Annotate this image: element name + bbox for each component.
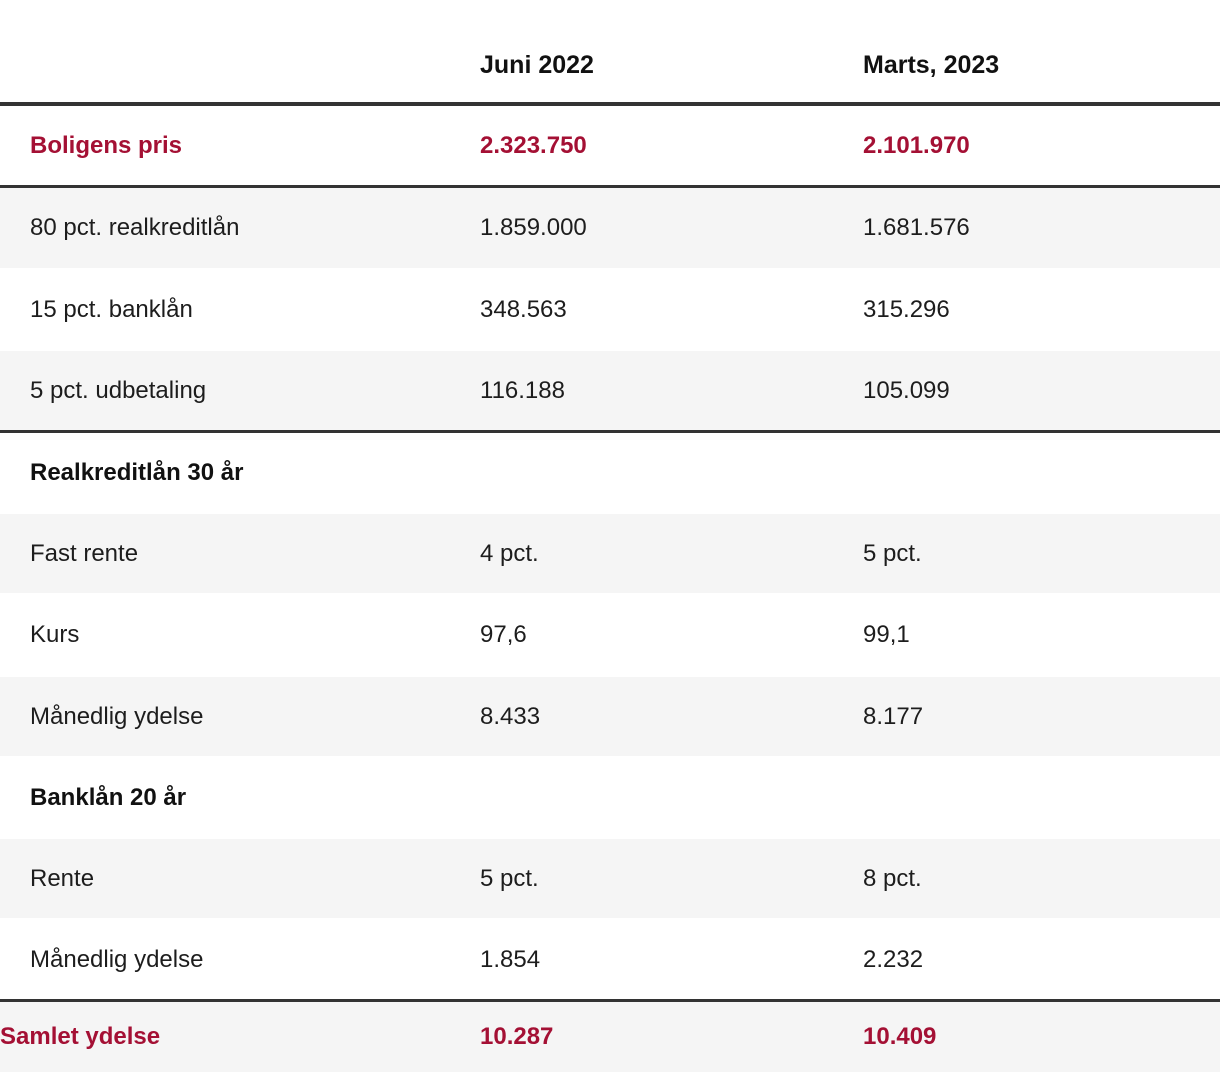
row-label: 80 pct. realkreditlån (0, 186, 480, 270)
cell-value: 8.177 (863, 675, 1220, 758)
table-row-fast-rente: Fast rente 4 pct. 5 pct. (0, 513, 1220, 596)
section-label: Realkreditlån 30 år (0, 431, 480, 515)
row-label: Samlet ydelse (0, 1000, 480, 1072)
cell-value: 1.854 (480, 919, 863, 1003)
table-row-maanedlig-ydelse-banklaan: Månedlig ydelse 1.854 2.232 (0, 919, 1220, 1003)
row-label: 5 pct. udbetaling (0, 349, 480, 433)
cell-value: 2.101.970 (863, 104, 1220, 189)
cell-value: 8 pct. (863, 837, 1220, 921)
column-header-empty (0, 0, 480, 107)
row-label: Månedlig ydelse (0, 675, 480, 758)
cell-value: 5 pct. (480, 837, 863, 921)
cell-value: 2.323.750 (480, 104, 863, 189)
table-row-samlet-ydelse: Samlet ydelse 10.287 10.409 (0, 1000, 1220, 1072)
table-row-rente: Rente 5 pct. 8 pct. (0, 837, 1220, 921)
cell-value: 10.287 (480, 1000, 863, 1072)
cell-value: 2.232 (863, 919, 1220, 1003)
cell-empty (863, 431, 1220, 515)
table-row-kurs: Kurs 97,6 99,1 (0, 594, 1220, 677)
cell-value: 1.859.000 (480, 186, 863, 270)
cell-value: 348.563 (480, 268, 863, 351)
cell-value: 4 pct. (480, 513, 863, 596)
section-label: Banklån 20 år (0, 756, 480, 839)
column-header-juni-2022: Juni 2022 (480, 0, 863, 107)
row-label: Rente (0, 837, 480, 921)
cell-empty (480, 756, 863, 839)
column-header-marts-2023: Marts, 2023 (863, 0, 1220, 107)
cell-value: 5 pct. (863, 513, 1220, 596)
section-row-realkreditlaan-30-aar: Realkreditlån 30 år (0, 431, 1220, 515)
row-label: Boligens pris (0, 104, 480, 189)
cell-value: 116.188 (480, 349, 863, 433)
cell-value: 1.681.576 (863, 186, 1220, 270)
cell-empty (480, 431, 863, 515)
table-row-udbetaling-5pct: 5 pct. udbetaling 116.188 105.099 (0, 349, 1220, 433)
header-row: Juni 2022 Marts, 2023 (0, 0, 1220, 107)
row-label: 15 pct. banklån (0, 268, 480, 351)
section-row-banklaan-20-aar: Banklån 20 år (0, 756, 1220, 839)
row-label: Fast rente (0, 513, 480, 596)
row-label: Kurs (0, 594, 480, 677)
cell-value: 315.296 (863, 268, 1220, 351)
table-row-realkreditlaan-80pct: 80 pct. realkreditlån 1.859.000 1.681.57… (0, 186, 1220, 270)
cell-value: 10.409 (863, 1000, 1220, 1072)
cell-value: 8.433 (480, 675, 863, 758)
cell-empty (863, 756, 1220, 839)
cell-value: 97,6 (480, 594, 863, 677)
table-row-boligens-pris: Boligens pris 2.323.750 2.101.970 (0, 104, 1220, 189)
row-label: Månedlig ydelse (0, 919, 480, 1003)
cell-value: 99,1 (863, 594, 1220, 677)
cell-value: 105.099 (863, 349, 1220, 433)
table-row-banklaan-15pct: 15 pct. banklån 348.563 315.296 (0, 268, 1220, 351)
table-row-maanedlig-ydelse-realkredit: Månedlig ydelse 8.433 8.177 (0, 675, 1220, 758)
